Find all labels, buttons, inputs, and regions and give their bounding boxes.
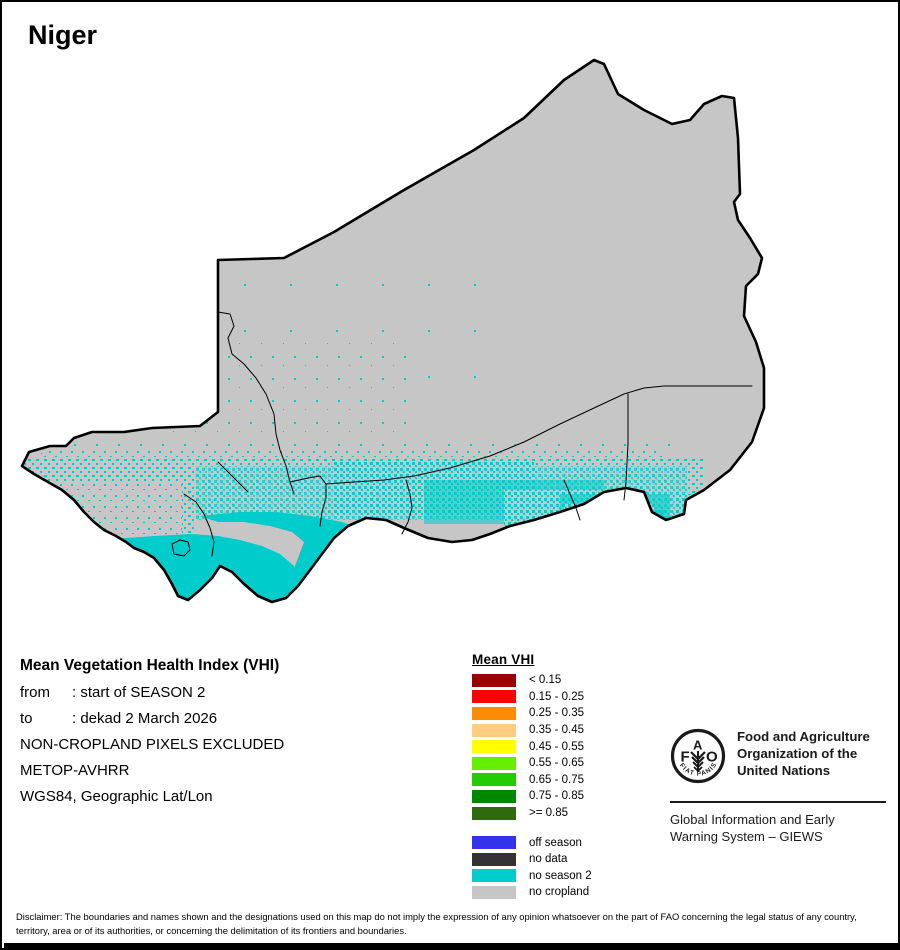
legend-class-label: 0.35 - 0.45 <box>529 724 584 737</box>
page-title: Niger <box>28 20 98 50</box>
fao-logo-and-name: F A O FIAT PANIS <box>670 728 886 789</box>
disclaimer-text: Disclaimer: The boundaries and names sho… <box>16 911 857 937</box>
legend-class-row[interactable]: 0.75 - 0.85 <box>472 788 592 805</box>
map-legend: Mean VHI < 0.15 0.15 - 0.25 0.25 - 0.35 0.3… <box>472 652 592 901</box>
legend-class-row[interactable]: 0.25 - 0.35 <box>472 705 592 722</box>
legend-class-swatch <box>472 756 516 770</box>
info-noncropland-note: NON-CROPLAND PIXELS EXCLUDED <box>20 736 285 753</box>
legend-class-label: 0.15 - 0.25 <box>529 690 584 703</box>
fao-divider <box>670 801 886 803</box>
legend-class-row[interactable]: 0.55 - 0.65 <box>472 755 592 772</box>
legend-class-swatch <box>472 690 516 704</box>
legend-class-swatch <box>472 723 516 737</box>
legend-special-row[interactable]: no data <box>472 851 592 868</box>
info-from-value: : start of SEASON 2 <box>72 684 206 701</box>
admin-boundaries <box>171 311 753 557</box>
legend-special-row[interactable]: off season <box>472 834 592 851</box>
svg-text:A: A <box>693 738 703 753</box>
legend-class-swatch <box>472 773 516 787</box>
legend-special-swatch <box>472 852 516 866</box>
svg-text:F: F <box>681 749 690 766</box>
legend-class-swatch <box>472 706 516 720</box>
legend-special-label: no cropland <box>529 886 590 899</box>
legend-special-swatch <box>472 836 516 850</box>
legend-class-row[interactable]: 0.45 - 0.55 <box>472 738 592 755</box>
svg-text:O: O <box>706 749 718 766</box>
giews-label: Global Information and Early Warning Sys… <box>670 811 886 846</box>
legend-class-row[interactable]: 0.65 - 0.75 <box>472 772 592 789</box>
legend-class-row[interactable]: 0.35 - 0.45 <box>472 722 592 739</box>
giews-line-1: Global Information and Early <box>670 812 835 827</box>
info-row-from: from : start of SEASON 2 <box>20 684 450 701</box>
legend-class-label: < 0.15 <box>529 674 562 687</box>
legend-class-swatch <box>472 740 516 754</box>
legend-special-swatch <box>472 885 516 899</box>
legend-class-label: 0.25 - 0.35 <box>529 707 584 720</box>
legend-special-label: no season 2 <box>529 869 592 882</box>
legend-class-swatch <box>472 673 516 687</box>
legend-class-label: >= 0.85 <box>529 807 569 820</box>
legend-class-row[interactable]: >= 0.85 <box>472 805 592 822</box>
legend-special-label: off season <box>529 836 582 849</box>
fao-organization-name: Food and Agriculture Organization of the… <box>737 728 870 779</box>
map-canvas[interactable] <box>4 42 898 642</box>
legend-class-row[interactable]: < 0.15 <box>472 672 592 689</box>
info-projection: WGS84, Geographic Lat/Lon <box>20 788 213 805</box>
legend-class-swatch <box>472 789 516 803</box>
legend-special-label: no data <box>529 853 568 866</box>
legend-class-label: 0.75 - 0.85 <box>529 790 584 803</box>
fao-branding-block: F A O FIAT PANIS <box>670 728 886 846</box>
legend-title: Mean VHI <box>472 652 535 667</box>
fao-logo-icon: F A O FIAT PANIS <box>670 728 726 789</box>
fao-name-line-3: United Nations <box>737 763 831 779</box>
info-heading: Mean Vegetation Health Index (VHI) <box>20 657 280 674</box>
info-row-to: to : dekad 2 March 2026 <box>20 710 450 727</box>
no-season2-cropland-layer <box>24 272 716 602</box>
legend-special-row[interactable]: no cropland <box>472 884 592 901</box>
fao-name-line-1: Food and Agriculture <box>737 729 870 744</box>
info-sensor: METOP-AVHRR <box>20 762 130 779</box>
country-outline <box>20 58 766 604</box>
legend-spacer <box>472 821 592 834</box>
info-to-value: : dekad 2 March 2026 <box>72 710 218 727</box>
legend-special-list: off season no data no season 2 no cropland <box>472 834 592 900</box>
giews-line-2: Warning System – GIEWS <box>670 829 823 845</box>
fao-name-line-2: Organization of the <box>737 746 858 762</box>
legend-class-label: 0.45 - 0.55 <box>529 740 584 753</box>
legend-class-swatch <box>472 806 516 820</box>
legend-class-list: < 0.15 0.15 - 0.25 0.25 - 0.35 0.35 - 0.45 0… <box>472 672 592 821</box>
legend-class-row[interactable]: 0.15 - 0.25 <box>472 689 592 706</box>
info-from-key: from <box>20 684 50 701</box>
legend-class-label: 0.55 - 0.65 <box>529 757 584 770</box>
legend-special-row[interactable]: no season 2 <box>472 868 592 885</box>
map-info-block: Mean Vegetation Health Index (VHI) from … <box>20 657 450 814</box>
legend-special-swatch <box>472 869 516 883</box>
legend-class-label: 0.65 - 0.75 <box>529 773 584 786</box>
info-to-key: to <box>20 710 33 727</box>
bottom-rule <box>4 943 898 948</box>
